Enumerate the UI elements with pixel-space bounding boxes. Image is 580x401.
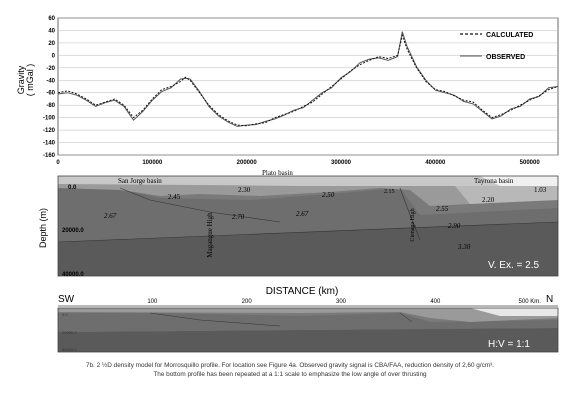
x-tick-label: 500000 (520, 160, 541, 166)
y-gridlines (58, 17, 558, 156)
calculated-series-line (57, 33, 559, 127)
density-cross-section: 0.0 20000.0 40000.0 Depth (m) San Jorge … (38, 169, 559, 278)
depth-label-20000: 20000.0 (62, 228, 84, 234)
density-2-90: 2.90 (448, 222, 461, 230)
caption-line-2: The bottom profile has been repeated at … (153, 371, 427, 378)
y-tick-labels: 60 40 20 0 -20 -40 -60 -80 -100 -120 -140 -160 (43, 16, 56, 159)
y-axis-label-line1: Gravity (16, 65, 26, 94)
x-tick-label: 100000 (142, 160, 163, 166)
tayrona-sediment (455, 186, 558, 204)
plot-frame (57, 17, 559, 156)
density-2-67-left: 2.67 (104, 212, 117, 220)
cienaga-fault (399, 187, 421, 241)
distance-tick-label: 100 (147, 299, 158, 305)
density-1-03: 1.03 (534, 186, 547, 194)
y-axis-label-line2: ( mGal ) (25, 64, 35, 97)
depth-axis-label: Depth (m) (38, 208, 48, 248)
distance-tick-label: 500 Km. (519, 299, 542, 305)
legend-calculated-label: CALCULATED (486, 32, 533, 39)
magangue-fault (119, 187, 281, 223)
bottom-frame (57, 307, 559, 353)
y-tick-label: 20 (48, 41, 55, 47)
bottom-sediment (58, 308, 558, 322)
bottom-depth-0: 0.0 (62, 312, 68, 317)
density-3-30: 3.30 (457, 243, 471, 251)
direction-sw: SW (58, 294, 75, 305)
density-2-67-right: 2.67 (296, 210, 309, 218)
y-tick-label: -160 (43, 153, 56, 159)
bottom-depth-40000: 40000.0 (62, 347, 77, 352)
section-frame (57, 175, 559, 277)
caption-line-1: 7b. 2 ½D density model for Morrosquillo … (85, 362, 495, 369)
density-2-15: 2.15 (384, 189, 395, 195)
label-cienaga-high: Cienaga High (410, 208, 416, 241)
x-tick-label: 300000 (331, 160, 352, 166)
x-tick-labels: 0 100000 200000 300000 400000 500000 (56, 160, 540, 166)
depth-label-40000: 40000.0 (62, 272, 84, 278)
bottom-water (470, 308, 558, 316)
distance-ticks: 100 200 300 400 500 Km. (147, 299, 541, 305)
basin-san-jorge: San Jorge basin (118, 177, 162, 185)
density-2-30: 2.30 (238, 186, 251, 194)
mantle-layer (58, 222, 558, 276)
x-tick-label: 200000 (237, 160, 258, 166)
gravity-chart: 60 40 20 0 -20 -40 -60 -80 -100 -120 -140 -160 0 100… (16, 16, 559, 166)
lower-crust-layer (58, 188, 558, 242)
depth-label-0: 0.0 (68, 185, 77, 191)
direction-n: N (546, 294, 553, 305)
density-2-70: 2.70 (232, 213, 245, 221)
basin-plato: Plato basin (262, 169, 293, 177)
vertical-exaggeration: V. Ex. = 2.5 (488, 260, 539, 271)
y-tick-label: -20 (46, 66, 55, 72)
label-magangue-high: Magangue High (206, 212, 214, 258)
distance-tick-label: 400 (430, 299, 441, 305)
legend-observed-label: OBSERVED (486, 54, 525, 61)
bottom-fault-1 (149, 312, 281, 327)
y-tick-label: -140 (43, 141, 56, 147)
distance-title: DISTANCE (km) (266, 286, 339, 297)
y-tick-label: -80 (46, 103, 55, 109)
distance-axis: DISTANCE (km) SW N 100 200 300 400 500 Km. (58, 286, 558, 307)
bottom-depth-20000: 20000.0 (62, 330, 77, 335)
basin-tayrona: Tayrona basin (474, 177, 514, 185)
hv-ratio: H:V = 1:1 (488, 339, 530, 350)
x-tick-label: 0 (56, 160, 60, 166)
density-2-20: 2.20 (482, 196, 495, 204)
bottom-fault-2 (399, 312, 413, 323)
bottom-mantle (58, 328, 558, 352)
y-tick-label: -40 (46, 78, 55, 84)
density-2-50: 2.50 (322, 191, 335, 199)
y-tick-label: -60 (46, 91, 55, 97)
x-tick-label: 400000 (425, 160, 446, 166)
surface-layer (58, 176, 558, 186)
y-tick-label: 60 (48, 16, 55, 22)
y-tick-label: -100 (43, 116, 56, 122)
distance-tick-label: 300 (336, 299, 347, 305)
y-tick-label: 40 (48, 28, 55, 34)
legend: CALCULATED OBSERVED (460, 32, 533, 61)
density-2-45: 2.45 (168, 193, 181, 201)
bottom-profile: 0.0 20000.0 40000.0 H:V = 1:1 (57, 307, 559, 353)
density-2-55: 2.55 (436, 205, 449, 213)
y-tick-label: -120 (43, 128, 56, 134)
distance-tick-label: 200 (242, 299, 253, 305)
y-tick-label: 0 (52, 53, 56, 59)
figure-caption: 7b. 2 ½D density model for Morrosquillo … (8, 361, 572, 379)
moho-line (57, 221, 559, 243)
